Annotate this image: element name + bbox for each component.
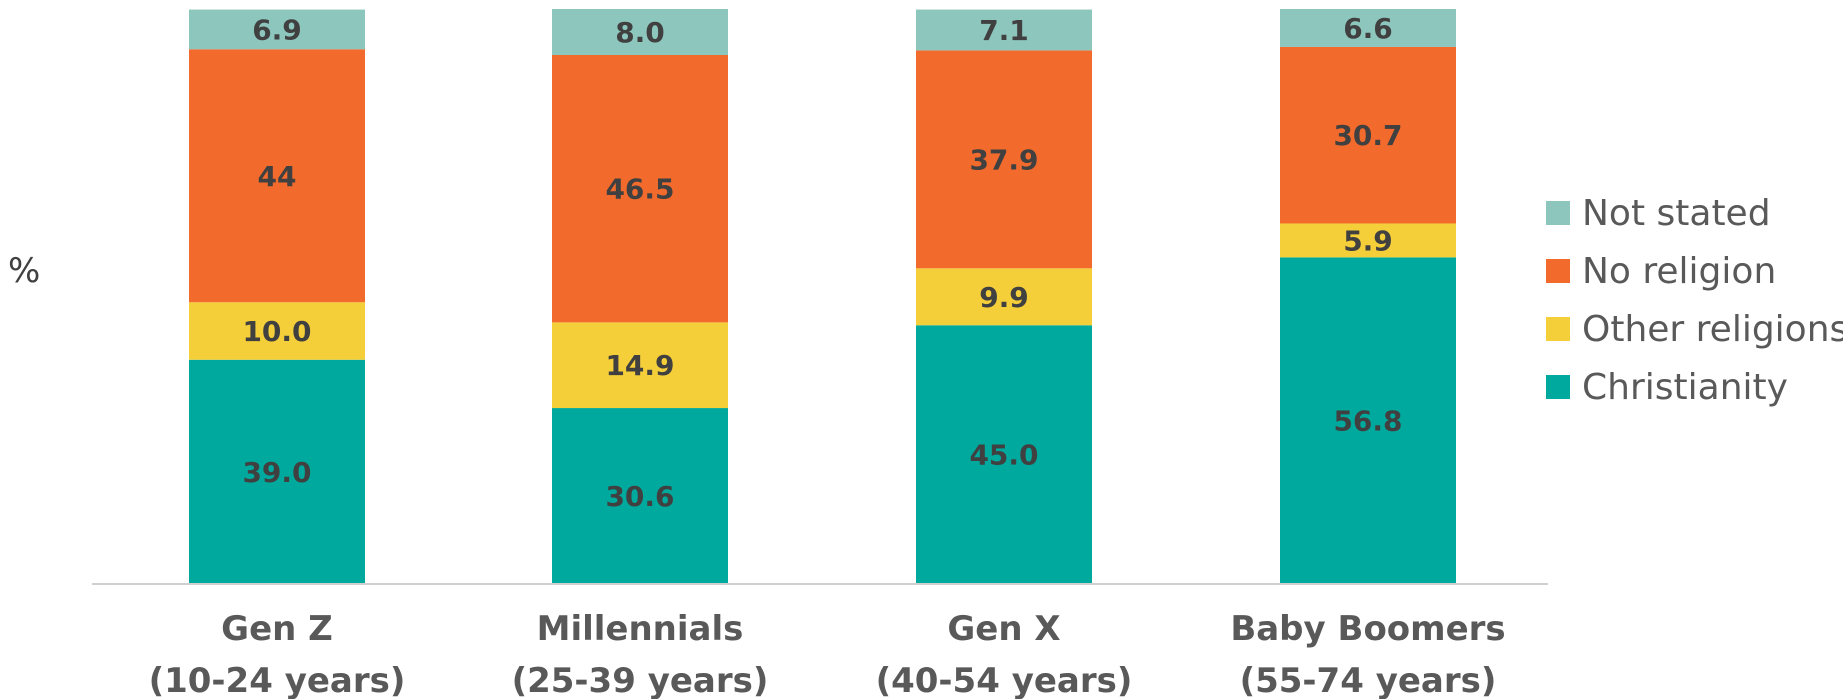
legend-label: Christianity (1582, 367, 1788, 408)
data-label: 56.8 (1333, 405, 1402, 438)
data-label: 39.0 (242, 456, 311, 489)
data-label: 37.9 (969, 143, 1038, 176)
data-label: 30.7 (1333, 119, 1402, 152)
data-label: 46.5 (605, 173, 674, 206)
category-label: Gen Z (221, 609, 333, 649)
category-label: Baby Boomers (1230, 609, 1505, 649)
data-label: 6.6 (1343, 12, 1393, 45)
legend-label: No religion (1582, 251, 1776, 292)
category-label: Gen X (947, 609, 1060, 649)
data-label: 10.0 (242, 315, 311, 348)
legend-swatch (1546, 317, 1570, 341)
data-label: 5.9 (1343, 224, 1393, 257)
data-label: 14.9 (605, 349, 674, 382)
bars-layer (189, 9, 1456, 584)
legend-swatch (1546, 375, 1570, 399)
legend-label: Not stated (1582, 193, 1771, 234)
data-label: 9.9 (979, 281, 1029, 314)
legend: Not stated No religion Other religions Chri… (1546, 193, 1843, 408)
legend-swatch (1546, 259, 1570, 283)
data-label: 6.9 (252, 13, 302, 46)
category-label: (10-24 years) (149, 661, 406, 699)
data-label: 8.0 (615, 16, 665, 49)
legend-label: Other religions (1582, 309, 1843, 350)
data-label: 44 (258, 160, 297, 193)
data-label: 45.0 (969, 439, 1038, 472)
category-label: Millennials (537, 609, 744, 649)
legend-swatch (1546, 201, 1570, 225)
category-label: (25-39 years) (512, 661, 769, 699)
data-label: 7.1 (979, 14, 1029, 47)
data-label: 30.6 (605, 480, 674, 513)
category-label: (55-74 years) (1240, 661, 1497, 699)
y-unit-label: % (8, 251, 40, 291)
category-label: (40-54 years) (876, 661, 1133, 699)
